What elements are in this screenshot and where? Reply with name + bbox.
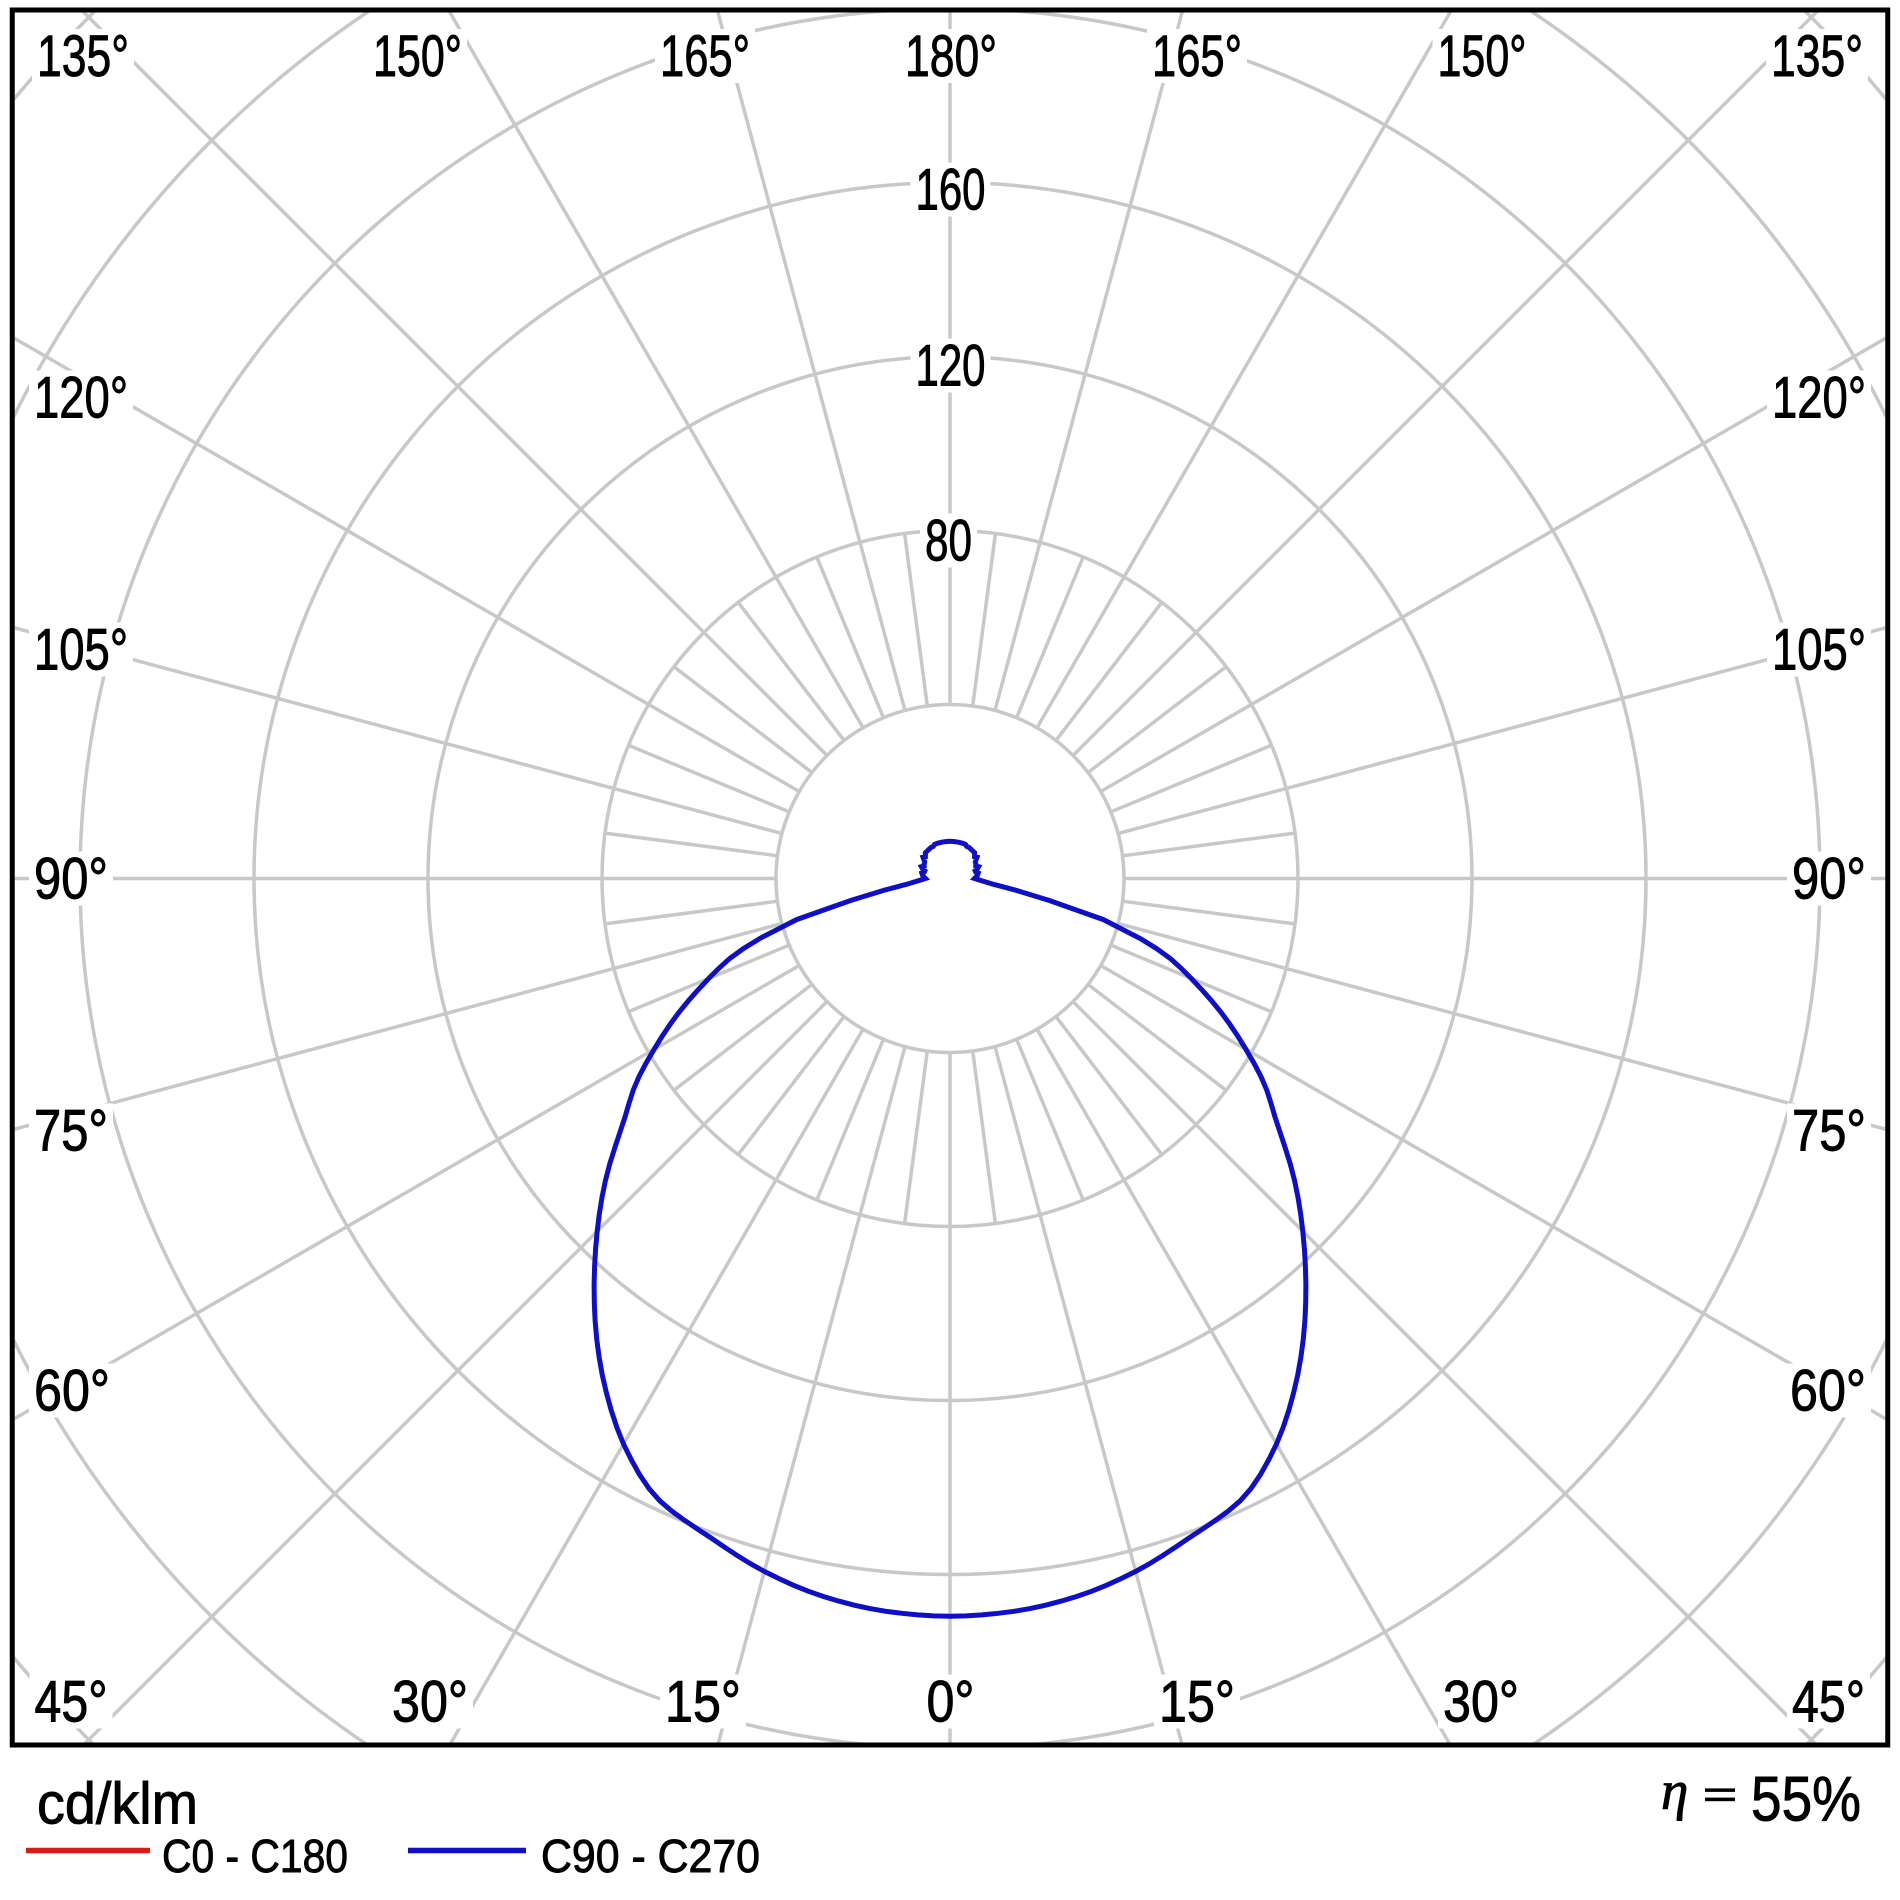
svg-text:135°: 135° xyxy=(37,24,129,89)
svg-text:15°: 15° xyxy=(665,1670,741,1735)
svg-text:120°: 120° xyxy=(34,366,128,431)
svg-text:180°: 180° xyxy=(905,24,997,89)
svg-text:150°: 150° xyxy=(373,24,462,89)
svg-text:90°: 90° xyxy=(1792,847,1866,912)
svg-text:C90 - C270: C90 - C270 xyxy=(541,1830,760,1882)
svg-text:C0 - C180: C0 - C180 xyxy=(162,1830,348,1882)
svg-text:135°: 135° xyxy=(1771,24,1863,89)
svg-text:90°: 90° xyxy=(34,847,108,912)
svg-text:0°: 0° xyxy=(927,1670,975,1735)
svg-text:η: η xyxy=(1661,1760,1688,1821)
svg-text:60°: 60° xyxy=(1790,1359,1866,1424)
svg-text:105°: 105° xyxy=(1772,618,1866,683)
svg-text:cd/klm: cd/klm xyxy=(37,1772,198,1837)
svg-text:105°: 105° xyxy=(34,618,128,683)
svg-text:165°: 165° xyxy=(1152,24,1242,89)
svg-text:30°: 30° xyxy=(392,1670,468,1735)
svg-text:15°: 15° xyxy=(1159,1670,1235,1735)
svg-text:160: 160 xyxy=(916,158,986,223)
svg-text:45°: 45° xyxy=(35,1670,108,1735)
svg-text:120°: 120° xyxy=(1772,366,1866,431)
svg-text:150°: 150° xyxy=(1438,24,1527,89)
svg-text:165°: 165° xyxy=(660,24,750,89)
svg-text:45°: 45° xyxy=(1792,1670,1865,1735)
svg-text:75°: 75° xyxy=(1792,1099,1866,1164)
svg-text:30°: 30° xyxy=(1443,1670,1519,1735)
svg-text:75°: 75° xyxy=(34,1099,108,1164)
svg-text:120: 120 xyxy=(916,334,986,399)
svg-text:55%: 55% xyxy=(1751,1765,1861,1835)
svg-text:80: 80 xyxy=(925,509,972,574)
svg-text:60°: 60° xyxy=(34,1359,110,1424)
